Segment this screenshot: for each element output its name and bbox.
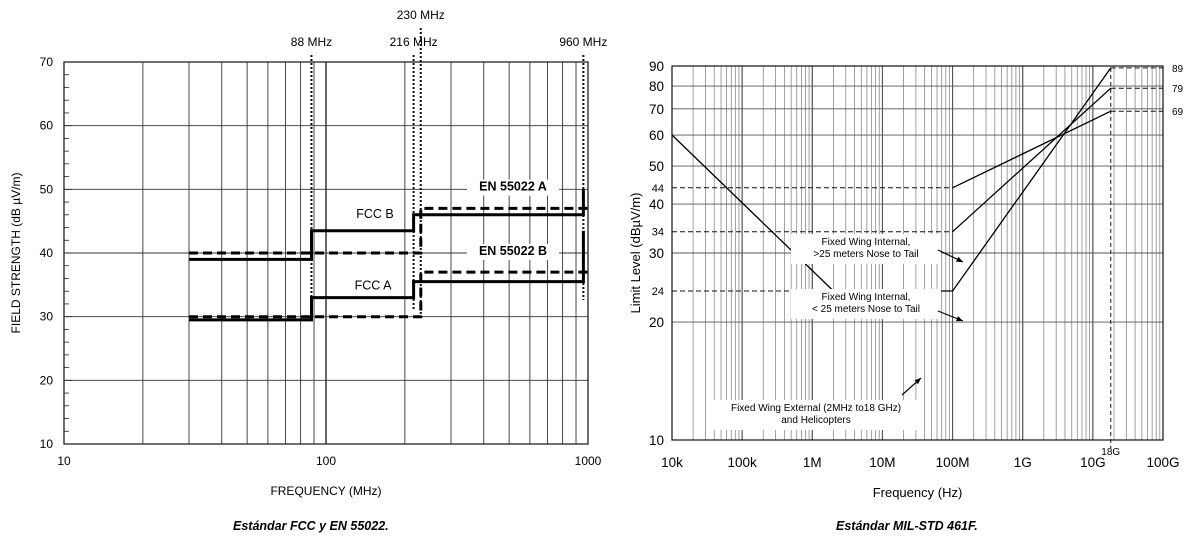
y-tick-label: 20 [40,373,54,387]
annotation-bg [708,400,924,430]
y-tick-label: 60 [40,119,54,133]
plot-frame [63,61,589,445]
y-tick-label: 70 [649,102,664,117]
x-tick-label: 1G [1014,455,1032,470]
frequency-marker-label: 216 MHz [390,35,438,49]
x-tick-label: 100G [1146,455,1179,470]
series-label: EN 55022 A [479,180,547,194]
x-tick-label: 10G [1080,455,1106,470]
frequency-marker-label: 960 MHz [559,35,607,49]
y-tick-label: 10 [40,437,54,451]
annotation-arrow-head [914,378,921,385]
caption-right: Estándar MIL-STD 461F. [836,519,978,533]
annotation-bg [791,234,941,264]
x-axis-label: FREQUENCY (MHz) [270,484,381,498]
x-tick-label: 10 [57,454,71,468]
annotation-bg [791,289,941,319]
annotation-text: < 25 meters Nose to Tail [812,304,920,315]
series-line-en-55022-b [189,206,588,255]
annotation-text: and Helicopters [781,415,850,426]
x-tick-label: 1000 [575,454,602,468]
x-tick-label: 10k [661,455,683,470]
annotation-arrow-head [956,256,963,262]
fcc-en55022-chart: 10 20 30 40 50 60 70 10 100 1000 FREQUENCY (MHz) FI… [9,8,607,498]
y-tick-label: 80 [649,79,664,94]
x-tick-label: 100M [936,455,970,470]
x-axis-label: Frequency (Hz) [873,485,963,500]
y-tick-label: 30 [40,310,54,324]
right-level-label: 69 [1172,107,1184,118]
limit-line-2 [952,87,1112,233]
x-tick-label: 100 [316,454,336,468]
annotation-text: >25 meters Nose to Tail [813,249,918,260]
y-extra-tick-label: 24 [652,286,664,298]
caption-left: Estándar FCC y EN 55022. [233,519,389,533]
annotation-text: Fixed Wing Internal, [822,237,911,248]
mil-std-461f-chart: 10 20 30 40 50 60 70 80 90 24 34 44 10k 100k 1M 10M 100M… [628,59,1184,500]
y-tick-label: 50 [649,159,664,174]
x-tick-label: 1M [803,455,822,470]
annotation-text: Fixed Wing External (2MHz to18 GHz) [731,403,901,414]
y-tick-label: 90 [649,59,664,74]
y-tick-label: 60 [649,128,664,143]
plot-frame [671,65,1164,441]
right-level-label: 79 [1172,84,1184,95]
y-tick-label: 20 [649,315,664,330]
series-label: FCC B [356,207,394,221]
series-line-en-55022-a [189,270,588,319]
series-line-fcc-b [189,189,585,261]
y-tick-label: 30 [649,246,664,261]
limit-line-3 [952,110,1112,189]
frequency-marker-label: 88 MHz [291,35,332,49]
frequency-marker-label: 230 MHz [397,8,445,22]
series-label-bg [467,243,559,260]
annotation-text: Fixed Wing Internal, [822,292,911,303]
y-extra-tick-label: 44 [652,183,664,195]
y-axis-label: FIELD STRENGTH (dB µV/m) [9,173,23,334]
series-label: EN 55022 B [479,244,547,258]
x-tick-label: 10M [869,455,895,470]
y-extra-tick-label: 34 [652,227,664,239]
y-axis-label: Limit Level (dBµV/m) [628,193,643,314]
marker-18g-label: 18G [1101,447,1120,458]
annotation-arrow-head [956,316,963,322]
series-label-bg [467,179,559,196]
y-tick-label: 40 [649,197,664,212]
y-tick-label: 40 [40,246,54,260]
series-line-fcc-a [189,230,585,322]
y-tick-label: 10 [649,433,664,448]
x-tick-label: 100k [728,455,758,470]
y-tick-label: 70 [40,55,54,69]
series-label: FCC A [355,278,392,292]
right-level-label: 89 [1172,64,1184,75]
y-tick-label: 50 [40,182,54,196]
